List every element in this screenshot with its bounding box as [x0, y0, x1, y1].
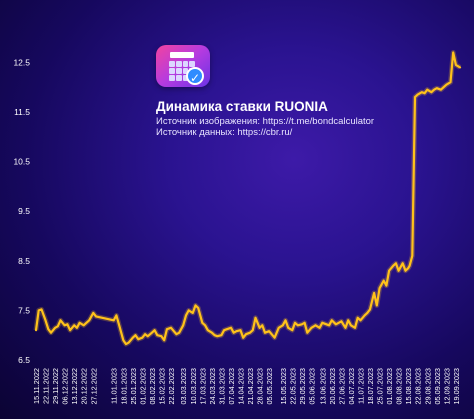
- x-tick-label: 14.04.2023: [237, 368, 246, 405]
- check-badge-icon: ✓: [186, 67, 204, 85]
- x-tick-label: 15.05.2023: [279, 368, 288, 405]
- x-tick-label: 03.03.2023: [179, 368, 188, 405]
- data-source-text: Источник данных: https://cbr.ru/: [156, 127, 293, 138]
- x-tick-label: 25.01.2023: [129, 368, 138, 405]
- x-tick-label: 25.07.2023: [376, 368, 385, 405]
- x-tick-label: 17.03.2023: [198, 368, 207, 405]
- x-tick-label: 07.04.2023: [227, 368, 236, 405]
- series-line-glow: [33, 50, 462, 347]
- x-tick-label: 05.06.2023: [307, 368, 316, 405]
- x-tick-label: 18.01.2023: [119, 368, 128, 405]
- x-tick-label: 15.02.2023: [157, 368, 166, 405]
- x-tick-label: 06.12.2022: [61, 368, 70, 405]
- x-tick-label: 22.11.2022: [42, 368, 51, 404]
- x-tick-label: 13.12.2022: [70, 368, 79, 405]
- x-tick-label: 29.05.2023: [298, 368, 307, 405]
- x-tick-label: 11.07.2023: [356, 368, 365, 404]
- x-tick-label: 20.06.2023: [328, 368, 337, 405]
- x-tick-label: 27.12.2022: [89, 368, 98, 405]
- y-tick-label: 11.5: [14, 107, 30, 117]
- y-tick-label: 6.5: [18, 355, 30, 365]
- x-tick-label: 20.12.2022: [80, 368, 89, 405]
- x-tick-label: 24.03.2023: [208, 368, 217, 405]
- chart-title: Динамика ставки RUONIA: [156, 99, 328, 114]
- y-axis-ticks: 6.5 7.5 8.5 9.5 10.5 11.5 12.5: [13, 57, 30, 365]
- x-tick-label: 22.05.2023: [288, 368, 297, 405]
- image-source-text: Источник изображения: https://t.me/bondc…: [156, 116, 375, 127]
- x-tick-label: 11.01.2023: [110, 368, 119, 404]
- x-tick-label: 08.08.2023: [395, 368, 404, 405]
- x-tick-label: 22.02.2023: [167, 368, 176, 405]
- y-tick-label: 9.5: [18, 206, 30, 216]
- x-tick-label: 21.04.2023: [246, 368, 255, 405]
- x-tick-label: 15.11.2022: [32, 368, 41, 404]
- y-tick-label: 7.5: [18, 305, 30, 315]
- x-tick-label: 10.03.2023: [189, 368, 198, 405]
- x-tick-label: 18.07.2023: [366, 368, 375, 405]
- y-tick-label: 10.5: [13, 157, 30, 167]
- x-tick-label: 19.09.2023: [452, 368, 461, 405]
- x-tick-label: 08.02.2023: [148, 368, 157, 405]
- series-layer: [33, 50, 462, 347]
- x-tick-label: 04.07.2023: [347, 368, 356, 405]
- x-tick-label: 05.05.2023: [265, 368, 274, 405]
- x-tick-label: 12.09.2023: [442, 368, 451, 405]
- x-tick-label: 29.11.2022: [51, 368, 60, 404]
- x-tick-label: 05.09.2023: [433, 368, 442, 405]
- x-tick-label: 28.04.2023: [256, 368, 265, 405]
- y-tick-label: 8.5: [18, 256, 30, 266]
- x-tick-label: 31.03.2023: [217, 368, 226, 405]
- y-tick-label: 12.5: [13, 57, 30, 67]
- x-tick-label: 27.06.2023: [337, 368, 346, 405]
- x-tick-label: 01.02.2023: [138, 368, 147, 405]
- x-tick-label: 01.08.2023: [385, 368, 394, 405]
- x-tick-label: 15.08.2023: [404, 368, 413, 405]
- x-tick-label: 13.06.2023: [318, 368, 327, 405]
- x-axis-ticks: 15.11.2022 22.11.2022 29.11.2022 06.12.2022…: [32, 368, 461, 405]
- x-tick-label: 29.08.2023: [423, 368, 432, 405]
- x-tick-label: 22.08.2023: [414, 368, 423, 405]
- ruonia-series-line: [34, 51, 462, 346]
- calculator-check-icon: ✓: [156, 45, 210, 87]
